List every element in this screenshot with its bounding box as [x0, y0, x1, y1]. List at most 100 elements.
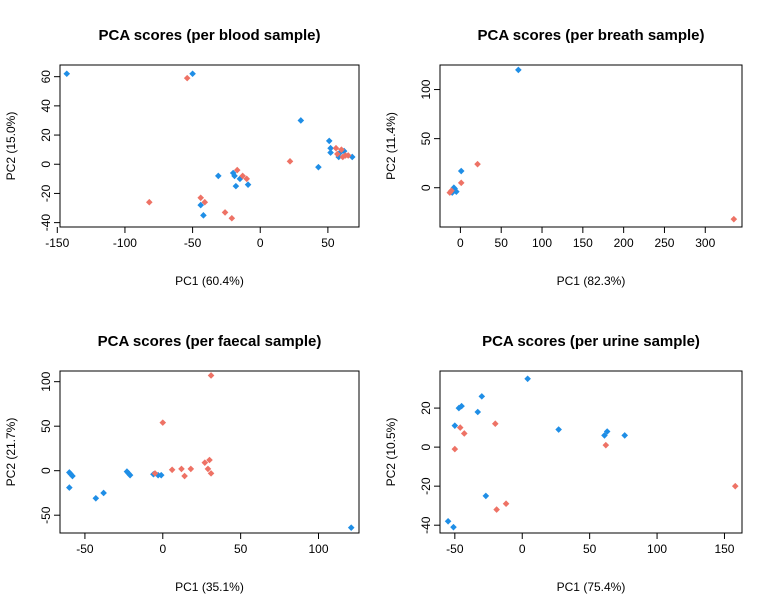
data-point-series-1 — [603, 428, 611, 435]
data-point-series-1 — [125, 470, 132, 477]
data-point-series-2 — [493, 506, 500, 513]
data-point-series-1 — [236, 175, 244, 183]
y-tick-label: 50 — [39, 419, 53, 433]
data-point-series-2 — [286, 158, 294, 165]
data-point-series-1 — [327, 144, 334, 152]
data-point-series-1 — [474, 408, 482, 416]
data-point-series-2 — [602, 441, 610, 449]
y-tick-label: -50 — [39, 506, 53, 524]
data-point-series-2 — [474, 160, 481, 168]
data-point-series-2 — [207, 470, 215, 477]
data-point-series-1 — [244, 181, 252, 188]
x-tick-label: 150 — [573, 236, 593, 250]
data-point-series-2 — [730, 215, 738, 223]
x-axis-label: PC1 (35.1%) — [175, 580, 244, 594]
y-tick-label: 0 — [39, 467, 53, 474]
chart-title: PCA scores (per blood sample) — [99, 27, 321, 44]
data-point-series-2 — [145, 198, 153, 206]
data-point-series-2 — [233, 166, 241, 174]
data-point-series-1 — [63, 70, 71, 78]
y-tick-label: 20 — [39, 128, 53, 142]
y-tick-label: 0 — [419, 443, 433, 450]
data-point-series-1 — [214, 172, 222, 180]
data-point-series-1 — [100, 489, 107, 497]
data-point-series-1 — [524, 375, 531, 383]
data-point-series-2 — [502, 500, 510, 508]
x-tick-label: 100 — [647, 542, 667, 556]
data-point-series-2 — [159, 419, 167, 426]
data-point-series-1 — [231, 172, 238, 180]
y-axis-label: PC2 (21.7%) — [4, 418, 18, 487]
data-point-series-1 — [325, 137, 333, 145]
data-point-series-2 — [448, 187, 455, 194]
data-point-series-2 — [187, 465, 195, 473]
y-tick-label: 60 — [39, 70, 53, 84]
data-point-series-2 — [151, 470, 159, 477]
data-point-series-2 — [239, 172, 246, 180]
data-point-series-2 — [446, 189, 454, 196]
data-point-series-1 — [335, 153, 343, 161]
y-tick-label: 50 — [419, 132, 433, 146]
data-point-series-2 — [243, 175, 251, 183]
data-point-series-1 — [297, 117, 305, 124]
y-tick-label: 40 — [39, 99, 53, 113]
data-point-series-1 — [458, 402, 465, 410]
data-point-series-1 — [123, 468, 131, 475]
data-point-series-2 — [334, 150, 341, 158]
y-tick-label: -20 — [419, 477, 433, 495]
data-point-series-1 — [232, 182, 240, 190]
data-point-series-2 — [181, 472, 188, 480]
plot-frame — [59, 370, 360, 534]
x-tick-label: 0 — [159, 542, 166, 556]
data-point-series-1 — [69, 472, 76, 480]
data-point-series-2 — [731, 482, 739, 490]
data-point-series-2 — [197, 194, 205, 202]
data-point-series-1 — [348, 153, 356, 161]
x-tick-label: -50 — [184, 236, 202, 250]
x-tick-label: 300 — [695, 236, 715, 250]
data-point-series-2 — [183, 74, 191, 82]
data-point-series-2 — [338, 146, 345, 153]
chart-panel-3: PCA scores (per faecal sample) -50 0 50 100 -… — [4, 333, 360, 594]
chart-panel-2: PCA scores (per breath sample) 0 50 100 150 2… — [384, 27, 743, 288]
data-point-series-1 — [157, 471, 165, 479]
y-axis-label: PC2 (10.5%) — [384, 418, 398, 487]
data-point-series-2 — [456, 424, 464, 431]
data-point-series-1 — [451, 422, 459, 429]
data-point-series-1 — [327, 149, 334, 156]
data-point-series-1 — [66, 484, 73, 491]
x-axis-label: PC1 (60.4%) — [175, 274, 244, 288]
x-tick-label: 0 — [257, 236, 264, 250]
data-point-series-2 — [201, 459, 209, 466]
x-tick-label: 0 — [457, 236, 464, 250]
data-point-series-2 — [228, 214, 236, 222]
data-point-series-2 — [457, 179, 465, 187]
x-tick-label: 50 — [234, 542, 248, 556]
chart-title: PCA scores (per breath sample) — [477, 27, 704, 44]
x-tick-label: 200 — [614, 236, 634, 250]
data-point-series-1 — [621, 432, 629, 439]
data-point-series-1 — [601, 432, 608, 439]
data-point-series-2 — [201, 198, 209, 206]
x-tick-label: 50 — [583, 542, 597, 556]
data-point-series-2 — [178, 465, 185, 473]
data-point-series-1 — [92, 494, 100, 502]
y-tick-label: -40 — [39, 214, 53, 232]
data-point-series-1 — [555, 426, 562, 433]
x-tick-label: 150 — [714, 542, 734, 556]
y-tick-label: 100 — [39, 371, 53, 391]
data-point-series-1 — [347, 524, 355, 531]
data-point-series-1 — [450, 523, 457, 531]
data-point-series-2 — [332, 144, 340, 152]
plot-frame — [439, 370, 743, 534]
data-point-series-2 — [168, 466, 176, 474]
data-point-series-1 — [515, 66, 522, 74]
x-tick-label: 0 — [519, 542, 526, 556]
y-tick-label: -40 — [419, 516, 433, 534]
data-point-series-2 — [344, 152, 352, 159]
x-tick-label: 100 — [532, 236, 552, 250]
data-point-series-1 — [200, 212, 207, 219]
y-tick-label: 20 — [419, 401, 433, 415]
plot-frame — [439, 64, 743, 228]
